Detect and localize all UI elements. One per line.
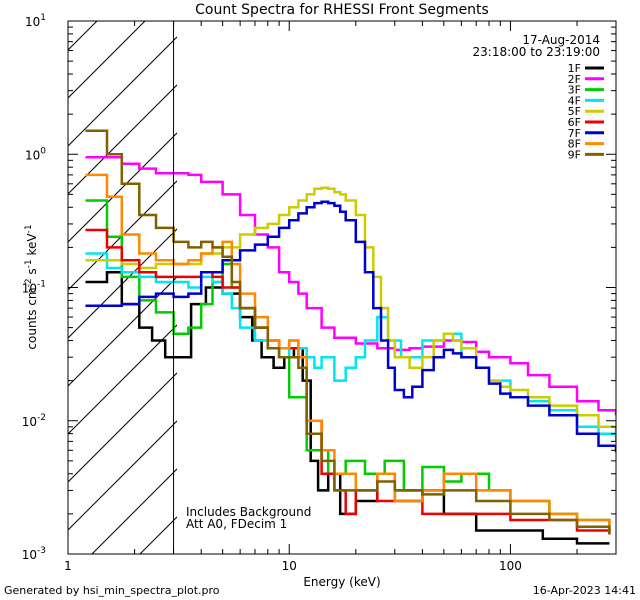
series-3F-line (85, 199, 611, 531)
hatch-line (68, 228, 177, 339)
hatch-line (68, 36, 177, 147)
x-tick-label: 10 (282, 559, 297, 573)
legend-label-7F: 7F (568, 127, 581, 140)
footer-timestamp: 16-Apr-2023 14:41 (533, 584, 636, 597)
x-tick-label: 100 (499, 559, 522, 573)
background-hatch-region (0, 0, 177, 554)
time-range-label: 23:18:00 to 23:19:00 (473, 45, 600, 59)
y-tick-label: 10-3 (22, 546, 46, 562)
legend-label-1F: 1F (568, 62, 581, 75)
hatch-line (68, 372, 177, 483)
y-tick-label: 10-2 (22, 413, 46, 429)
legend-label-9F: 9F (568, 148, 581, 161)
legend-label-6F: 6F (568, 116, 581, 129)
hatch-line (68, 276, 177, 387)
hatch-line (68, 21, 146, 99)
series-5F-line (85, 186, 616, 434)
x-tick-label: 1 (64, 559, 72, 573)
series-7F-line (85, 200, 616, 453)
legend-label-8F: 8F (568, 138, 581, 151)
y-tick-labels: 10-3 10-2 10-1 100 101 (22, 13, 47, 562)
x-tick-labels: 1 10 100 (64, 559, 522, 573)
legend-label-5F: 5F (568, 105, 581, 118)
axis-ticks (67, 21, 617, 555)
legend-label-3F: 3F (568, 84, 581, 97)
annotation-attenuator: Att A0, FDecim 1 (186, 517, 287, 531)
y-tick-label: 100 (25, 146, 46, 162)
legend-label-2F: 2F (568, 73, 581, 86)
y-tick-label: 101 (25, 13, 46, 29)
x-axis-label: Energy (keV) (303, 575, 380, 589)
hatch-line (68, 21, 98, 51)
footer-generated-by: Generated by hsi_min_spectra_plot.pro (4, 584, 220, 597)
series-6F-line (85, 228, 611, 535)
hatch-line (0, 0, 28, 554)
hatch-line (68, 420, 177, 531)
hatch-line (68, 180, 177, 291)
hatch-line (68, 84, 177, 195)
hatch-line (68, 324, 177, 435)
annotation-includes-background: Includes Background (186, 505, 311, 519)
y-axis-label: counts cm-2 s-1 keV-1 (24, 224, 39, 349)
series-2F-line (85, 155, 616, 416)
y-tick-label: 10-1 (22, 280, 46, 296)
legend-label-4F: 4F (568, 94, 581, 107)
chart-title: Count Spectra for RHESSI Front Segments (195, 2, 489, 18)
date-label: 17-Aug-2014 (522, 33, 600, 47)
